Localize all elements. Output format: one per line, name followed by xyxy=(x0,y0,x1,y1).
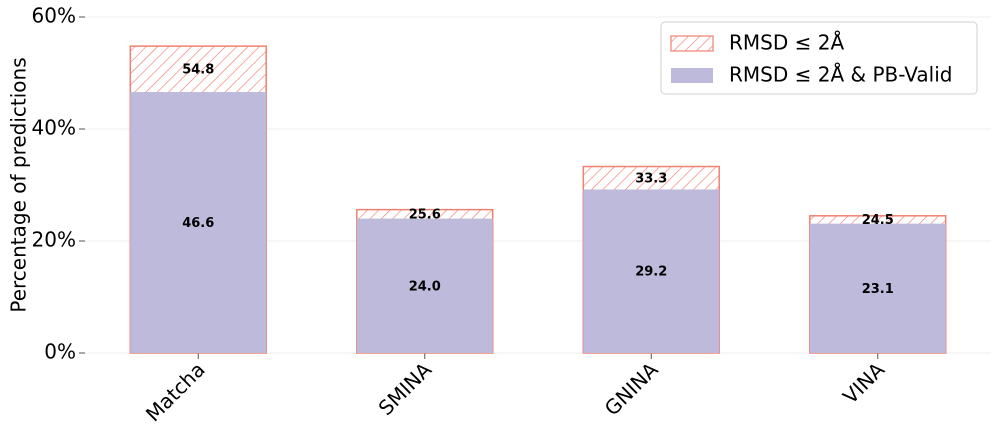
value-label: 24.0 xyxy=(409,279,441,294)
bar xyxy=(130,92,267,353)
y-tick-label: 20% xyxy=(32,228,76,252)
value-label: 29.2 xyxy=(635,265,667,280)
y-axis-label: Percentage of predictions xyxy=(7,57,31,312)
bar xyxy=(583,189,720,353)
value-label: 23.1 xyxy=(862,282,894,297)
legend-box xyxy=(660,21,978,95)
legend-swatch xyxy=(671,68,713,83)
bar xyxy=(809,223,946,353)
value-label: 33.3 xyxy=(635,172,667,187)
value-label: 24.5 xyxy=(862,213,894,228)
x-tick-label: SMINA xyxy=(374,357,437,420)
y-tick-label: 60% xyxy=(32,4,76,28)
value-label: 54.8 xyxy=(182,63,214,78)
legend-label: RMSD ≤ 2Å xyxy=(729,31,844,55)
y-tick-label: 40% xyxy=(32,116,76,140)
x-tick-label: VINA xyxy=(838,357,889,408)
legend-swatch xyxy=(670,35,714,52)
x-tick-label: GNINA xyxy=(600,357,663,420)
x-tick-label: Matcha xyxy=(141,357,210,426)
value-label: 46.6 xyxy=(182,216,214,231)
legend-label: RMSD ≤ 2Å & PB-Valid xyxy=(729,63,952,87)
y-tick-label: 0% xyxy=(44,340,76,364)
bar xyxy=(356,218,493,353)
value-label: 25.6 xyxy=(409,208,441,223)
